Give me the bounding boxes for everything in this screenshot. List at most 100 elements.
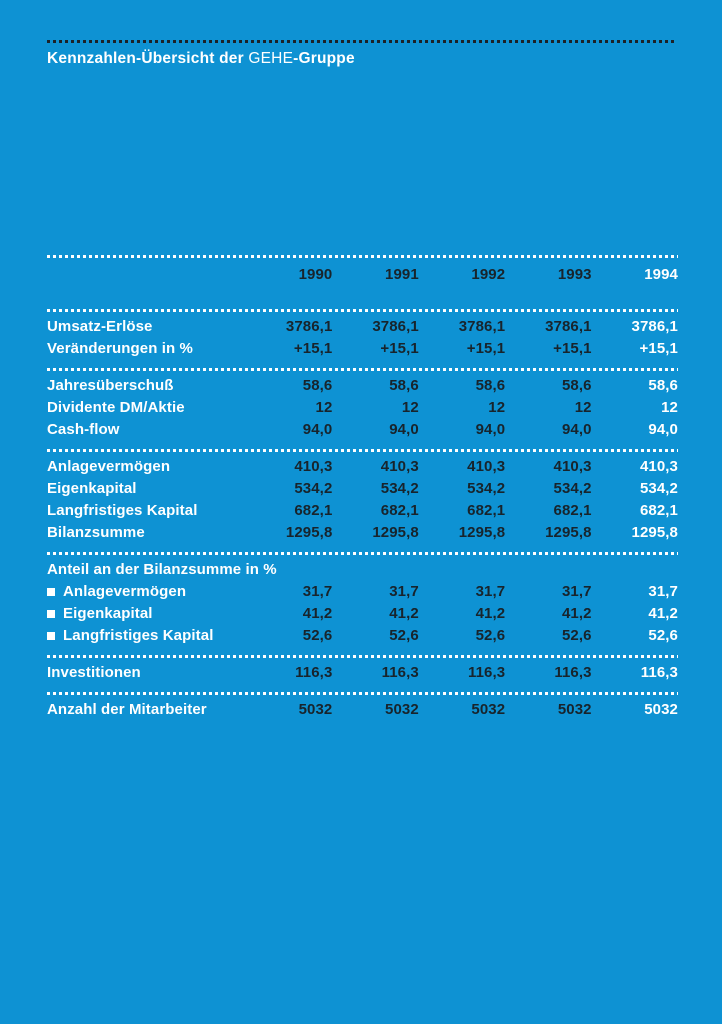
value-cell: 1295,8 <box>458 524 506 541</box>
value-cell: 682,1 <box>467 502 506 519</box>
row-label: Eigenkapital <box>47 603 246 625</box>
row-label: Bilanzsumme <box>47 524 145 541</box>
row-label: Investitionen <box>47 664 141 681</box>
value-cell: 116,3 <box>554 664 592 681</box>
table-row: Veränderungen in % +15,1 +15,1 +15,1 +15… <box>47 338 678 360</box>
value-cell: 52,6 <box>475 627 506 644</box>
value-cell: +15,1 <box>466 340 506 357</box>
value-cell: 682,1 <box>553 502 592 519</box>
value-cell: 5032 <box>557 701 592 718</box>
value-cell: 12 <box>315 399 333 416</box>
value-cell: 31,7 <box>302 583 333 600</box>
page-title: Kennzahlen-Übersicht der GEHE-Gruppe <box>47 50 677 68</box>
value-cell: 94,0 <box>561 421 592 438</box>
value-cell: 58,6 <box>389 377 419 394</box>
page-header: Kennzahlen-Übersicht der GEHE-Gruppe <box>47 40 677 68</box>
value-cell: 410,3 <box>294 458 333 475</box>
table-section-umsatz: Umsatz-Erlöse 3786,1 3786,1 3786,1 3786,… <box>47 312 678 368</box>
table-row: Bilanzsumme 1295,8 1295,8 1295,8 1295,8 … <box>47 522 678 544</box>
value-cell: 94,0 <box>475 421 506 438</box>
value-cell: 5032 <box>471 701 506 718</box>
value-cell: 58,6 <box>302 377 333 394</box>
table-section-mitarbeiter: Anzahl der Mitarbeiter 5032 5032 5032 50… <box>47 695 678 729</box>
value-cell: 3786,1 <box>458 318 506 335</box>
row-label: Cash-flow <box>47 421 120 438</box>
year-header-row: 1990 1991 1992 1993 1994 <box>47 264 678 286</box>
value-cell: 31,7 <box>389 583 419 600</box>
table-row: Langfristiges Kapital 52,6 52,6 52,6 52,… <box>47 625 678 647</box>
year-header: 1990 <box>298 266 333 283</box>
row-label: Langfristiges Kapital <box>47 502 198 519</box>
value-cell: 116,3 <box>467 664 506 681</box>
value-cell: 116,3 <box>640 664 678 681</box>
value-cell: +15,1 <box>639 340 678 357</box>
row-label: Veränderungen in % <box>47 340 193 357</box>
value-cell: 94,0 <box>389 421 419 438</box>
value-cell: 58,6 <box>561 377 592 394</box>
value-cell: 410,3 <box>553 458 592 475</box>
table-section-bilanz: Anlagevermögen 410,3 410,3 410,3 410,3 4… <box>47 452 678 552</box>
dotted-divider <box>47 368 678 371</box>
table-row: Eigenkapital 41,2 41,2 41,2 41,2 41,2 <box>47 603 678 625</box>
table-row: Umsatz-Erlöse 3786,1 3786,1 3786,1 3786,… <box>47 316 678 338</box>
row-label-text: Eigenkapital <box>63 605 153 622</box>
value-cell: 52,6 <box>302 627 333 644</box>
dotted-divider <box>47 255 678 258</box>
value-cell: 534,2 <box>639 480 678 497</box>
value-cell: 94,0 <box>648 421 678 438</box>
table-row: Cash-flow 94,0 94,0 94,0 94,0 94,0 <box>47 419 678 441</box>
value-cell: 5032 <box>385 701 419 718</box>
value-cell: 31,7 <box>648 583 678 600</box>
value-cell: +15,1 <box>293 340 333 357</box>
value-cell: 682,1 <box>294 502 333 519</box>
value-cell: 41,2 <box>475 605 506 622</box>
value-cell: 94,0 <box>302 421 333 438</box>
value-cell: 410,3 <box>380 458 419 475</box>
value-cell: 3786,1 <box>631 318 678 335</box>
value-cell: 58,6 <box>475 377 506 394</box>
year-header: 1993 <box>557 266 592 283</box>
row-label: Umsatz-Erlöse <box>47 318 153 335</box>
value-cell: 41,2 <box>561 605 592 622</box>
value-cell: 682,1 <box>380 502 419 519</box>
year-header: 1994 <box>644 266 678 283</box>
row-label: Dividente DM/Aktie <box>47 399 185 416</box>
dotted-divider <box>47 40 677 43</box>
value-cell: 41,2 <box>389 605 419 622</box>
value-cell: 12 <box>401 399 419 416</box>
row-label: Anzahl der Mitarbeiter <box>47 701 207 718</box>
table-row: Anzahl der Mitarbeiter 5032 5032 5032 50… <box>47 699 678 721</box>
value-cell: 5032 <box>298 701 333 718</box>
row-label: Langfristiges Kapital <box>47 625 246 647</box>
value-cell: 3786,1 <box>285 318 333 335</box>
dotted-divider <box>47 552 678 555</box>
year-header-spacer <box>47 264 246 286</box>
value-cell: 41,2 <box>302 605 333 622</box>
value-cell: 12 <box>488 399 506 416</box>
page-title-prefix: Kennzahlen-Übersicht der <box>47 50 249 67</box>
bullet-square-icon <box>47 588 55 596</box>
table-row: Dividente DM/Aktie 12 12 12 12 12 <box>47 397 678 419</box>
dotted-divider <box>47 309 678 312</box>
value-cell: 52,6 <box>389 627 419 644</box>
table-row: Investitionen 116,3 116,3 116,3 116,3 11… <box>47 662 678 684</box>
value-cell: 3786,1 <box>372 318 419 335</box>
value-cell: 410,3 <box>467 458 506 475</box>
row-label-text: Langfristiges Kapital <box>63 627 214 644</box>
value-cell: 41,2 <box>648 605 678 622</box>
key-figures-table: 1990 1991 1992 1993 1994 Umsatz-Erlöse 3… <box>47 255 678 729</box>
value-cell: 5032 <box>644 701 678 718</box>
value-cell: 116,3 <box>381 664 419 681</box>
brand-name: GEHE <box>248 50 294 67</box>
year-header: 1992 <box>471 266 506 283</box>
bullet-square-icon <box>47 632 55 640</box>
value-cell: 534,2 <box>467 480 506 497</box>
value-cell: 3786,1 <box>545 318 592 335</box>
value-cell: 1295,8 <box>372 524 419 541</box>
table-section-investitionen: Investitionen 116,3 116,3 116,3 116,3 11… <box>47 658 678 692</box>
table-row: Anlagevermögen 31,7 31,7 31,7 31,7 31,7 <box>47 581 678 603</box>
row-label: Jahresüberschuß <box>47 377 174 394</box>
value-cell: 682,1 <box>639 502 678 519</box>
table-row: Langfristiges Kapital 682,1 682,1 682,1 … <box>47 500 678 522</box>
value-cell: 534,2 <box>294 480 333 497</box>
